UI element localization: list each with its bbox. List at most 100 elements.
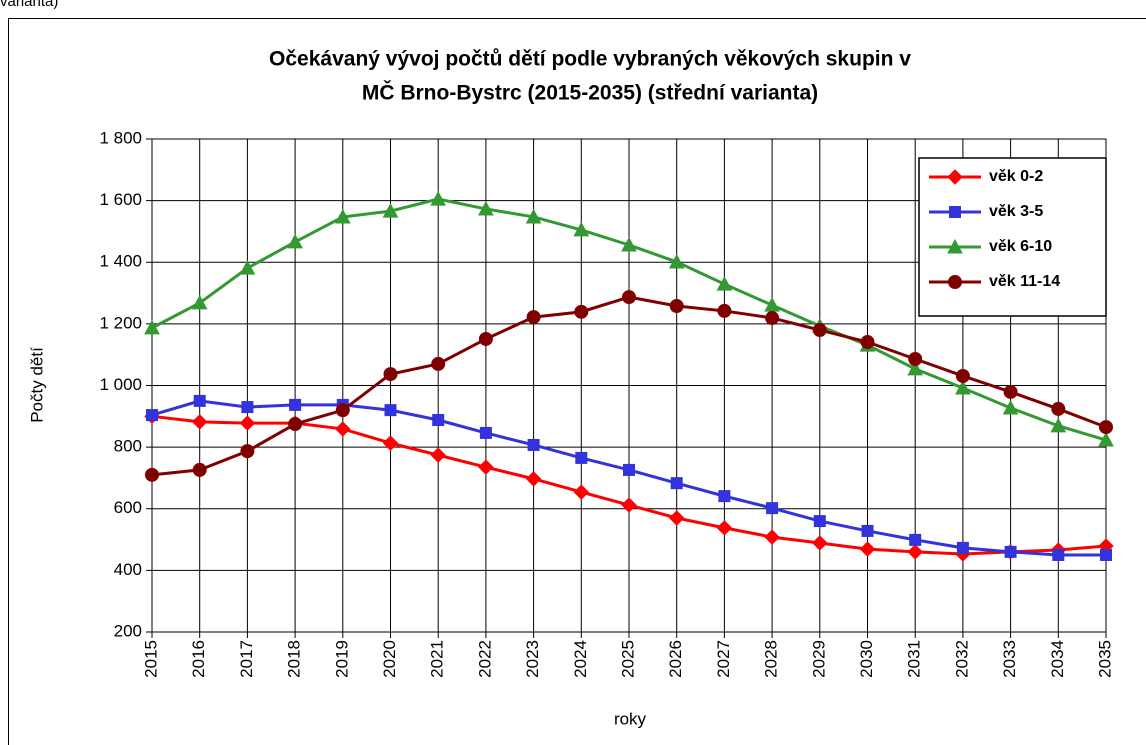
y-tick-label: 1 600 <box>99 190 142 209</box>
marker <box>478 200 494 216</box>
marker <box>191 294 208 310</box>
marker <box>239 260 256 275</box>
marker <box>1003 384 1018 399</box>
marker <box>573 221 590 237</box>
marker <box>1099 420 1113 435</box>
marker <box>430 191 447 206</box>
marker <box>668 510 685 526</box>
chart-title: MČ Brno-Bystrc (2015-2035) (střední vari… <box>362 81 818 105</box>
y-tick-label: 400 <box>114 560 142 579</box>
x-tick-label: 2022 <box>475 640 494 678</box>
marker <box>192 462 207 477</box>
marker <box>813 515 826 528</box>
x-tick-label: 2023 <box>523 640 542 678</box>
marker <box>1098 431 1114 447</box>
legend-label: věk 0-2 <box>989 168 1043 185</box>
y-tick-label: 1 000 <box>99 375 142 394</box>
marker <box>947 238 963 254</box>
marker <box>717 303 732 318</box>
marker <box>669 299 684 314</box>
marker <box>909 533 922 546</box>
marker <box>1002 399 1019 415</box>
x-tick-label: 2018 <box>285 640 304 678</box>
x-tick-label: 2026 <box>666 640 685 678</box>
marker <box>145 467 159 482</box>
marker <box>335 421 351 437</box>
marker <box>621 497 637 513</box>
marker <box>947 169 963 185</box>
marker <box>382 203 399 218</box>
marker <box>859 541 876 557</box>
caption: varianta) <box>0 0 58 10</box>
marker <box>948 275 962 289</box>
y-tick-label: 1 800 <box>99 128 142 147</box>
marker <box>479 426 492 439</box>
marker <box>621 236 637 252</box>
marker <box>431 356 446 371</box>
marker <box>525 208 542 224</box>
marker <box>527 438 540 451</box>
marker <box>949 206 961 218</box>
marker <box>574 304 589 319</box>
marker <box>478 331 493 346</box>
marker <box>622 290 636 305</box>
marker <box>289 398 302 411</box>
legend-label: věk 6-10 <box>989 238 1052 255</box>
y-tick-label: 800 <box>114 437 142 456</box>
marker <box>860 335 875 350</box>
marker <box>1100 548 1112 561</box>
marker <box>193 394 206 407</box>
x-tick-label: 2030 <box>857 640 876 678</box>
y-tick-label: 200 <box>114 621 142 640</box>
marker <box>383 367 398 382</box>
x-tick-label: 2034 <box>1048 640 1067 678</box>
marker <box>240 444 255 459</box>
marker <box>288 417 303 432</box>
x-axis-label: roky <box>614 709 647 728</box>
marker <box>478 459 494 475</box>
legend-label: věk 3-5 <box>989 203 1043 220</box>
legend-label: věk 11-14 <box>989 273 1060 290</box>
marker <box>335 403 350 418</box>
marker <box>716 520 733 536</box>
x-tick-label: 2027 <box>714 640 733 678</box>
chart-border <box>8 18 1146 745</box>
x-tick-label: 2017 <box>237 640 256 678</box>
marker <box>573 484 590 500</box>
marker <box>956 541 969 554</box>
marker <box>1051 401 1066 416</box>
x-tick-label: 2019 <box>332 640 351 678</box>
marker <box>907 544 923 560</box>
marker <box>239 415 256 431</box>
marker <box>526 310 541 325</box>
x-tick-label: 2028 <box>762 640 781 678</box>
marker <box>144 319 160 335</box>
marker <box>764 529 780 545</box>
marker <box>765 311 780 326</box>
x-tick-label: 2021 <box>428 640 447 678</box>
marker <box>334 208 351 224</box>
marker <box>241 401 254 414</box>
x-tick-label: 2032 <box>952 640 971 678</box>
marker <box>191 414 208 430</box>
marker <box>1050 417 1067 433</box>
chart-title: Očekávaný vývoj počtů dětí podle vybraný… <box>269 48 911 71</box>
x-tick-label: 2016 <box>189 640 208 678</box>
x-tick-label: 2024 <box>571 640 590 678</box>
y-tick-label: 600 <box>114 498 142 517</box>
x-tick-label: 2031 <box>905 640 924 678</box>
marker <box>812 323 827 338</box>
marker <box>955 368 970 383</box>
marker <box>1052 548 1065 561</box>
marker <box>955 379 971 395</box>
marker <box>861 524 874 537</box>
x-tick-label: 2020 <box>380 640 399 678</box>
marker <box>575 451 588 464</box>
marker <box>812 535 828 551</box>
legend-box <box>918 157 1107 317</box>
marker <box>907 360 924 376</box>
marker <box>382 435 399 451</box>
marker <box>384 404 397 417</box>
